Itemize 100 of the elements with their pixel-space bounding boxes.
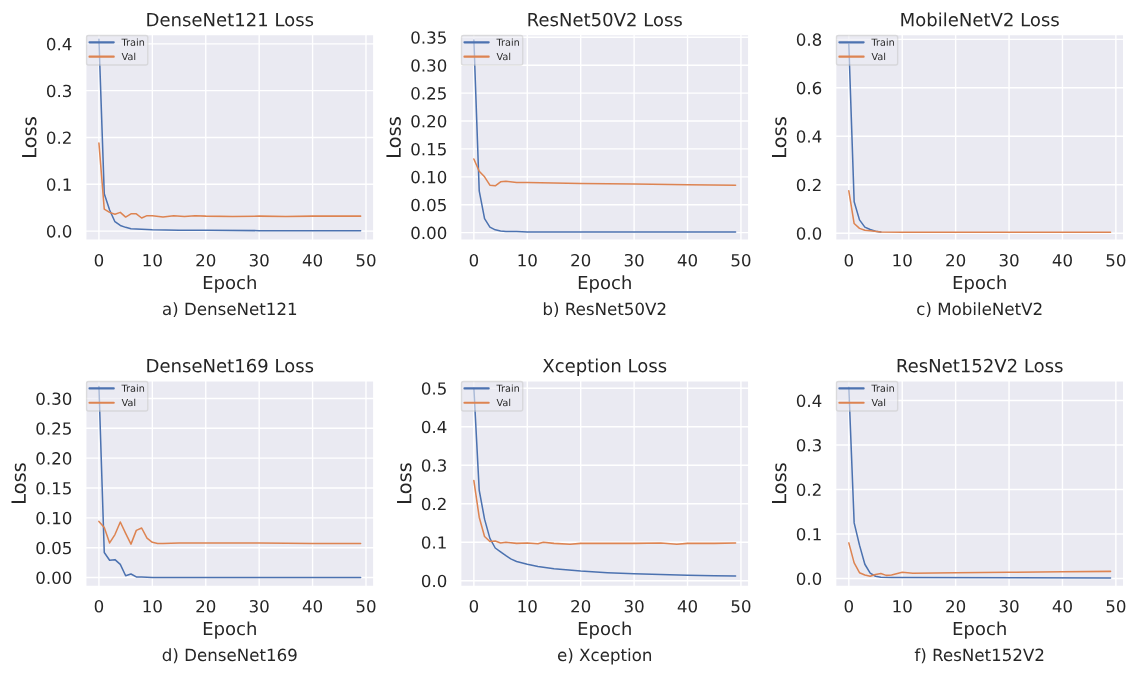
x-tick-label: 30 (249, 253, 269, 267)
y-tick-label: 0.4 (796, 394, 822, 408)
y-tick-label: 0.00 (36, 571, 72, 585)
y-tick-label: 0.2 (796, 178, 821, 192)
x-axis-title: Epoch (203, 275, 256, 293)
x-tick-label: 40 (302, 253, 323, 267)
chart-title: Xception Loss (542, 358, 667, 376)
x-tick-label: 40 (1052, 253, 1072, 267)
legend-label: Val (871, 52, 886, 61)
y-tick-label: 0.25 (36, 422, 71, 435)
x-axis-title: Epoch (578, 621, 631, 639)
text: e) Xception (557, 648, 652, 665)
line-series (98, 520, 362, 545)
y-tick-label: 0.15 (411, 142, 446, 156)
x-tick-label: 10 (893, 599, 912, 613)
x-tick-label: 40 (677, 599, 698, 613)
x-axis-title: Epoch (953, 621, 1006, 639)
x-tick-label: 10 (518, 599, 537, 613)
x-tick-label: 20 (946, 253, 966, 267)
y-tick-label: 0.1 (796, 527, 821, 541)
x-tick-label: 0 (844, 253, 854, 267)
x-tick-label: 10 (143, 253, 162, 267)
x-tick-label: 50 (731, 599, 751, 613)
chart-title: ResNet50V2 Loss (528, 12, 682, 27)
y-tick-label: 0.4 (46, 37, 72, 51)
text: c) MobileNetV2 (917, 302, 1042, 318)
x-tick-label: 30 (999, 599, 1019, 613)
legend-label: Val (121, 398, 136, 407)
line-series (848, 542, 1112, 578)
y-tick-label: 0.8 (796, 33, 822, 46)
y-tick-label: 0.15 (36, 481, 71, 495)
legend-label: Val (121, 52, 136, 61)
legend-label: Val (496, 52, 511, 61)
legend-label: Train (121, 384, 145, 392)
legend-label: Train (871, 38, 894, 46)
x-tick-label: 50 (731, 253, 751, 267)
x-tick-label: 50 (1106, 253, 1126, 267)
y-tick-label: 0.30 (36, 392, 72, 406)
y-tick-label: 0.4 (796, 130, 822, 143)
line-series (98, 142, 362, 219)
chart-title: DenseNet121 Loss (147, 12, 314, 27)
y-tick-label: 0.2 (46, 131, 71, 145)
y-axis-title: Loss (771, 117, 787, 157)
y-axis-title: Loss (397, 463, 412, 503)
y-tick-label: 0.25 (411, 87, 446, 100)
y-axis-title: Loss (11, 463, 26, 503)
y-tick-label: 0.35 (411, 31, 446, 44)
y-tick-label: 0.1 (421, 536, 446, 549)
x-tick-label: 20 (946, 599, 966, 613)
y-tick-label: 0.0 (46, 225, 72, 238)
y-tick-label: 0.30 (411, 59, 447, 72)
text: f) ResNet152V2 (914, 648, 1044, 664)
x-tick-label: 0 (844, 599, 854, 613)
legend-label: Train (496, 38, 519, 46)
text: d) DenseNet169 (162, 648, 297, 664)
y-tick-label: 0.2 (796, 483, 821, 497)
line-series (848, 190, 1112, 233)
y-tick-label: 0.3 (796, 439, 821, 452)
x-tick-label: 50 (1106, 599, 1126, 613)
text: b) ResNet50V2 (543, 302, 666, 318)
y-tick-label: 0.0 (796, 572, 822, 586)
chart-title: MobileNetV2 Loss (901, 12, 1059, 27)
y-tick-label: 0.10 (411, 170, 447, 184)
y-tick-label: 0.10 (36, 511, 72, 525)
x-tick-label: 40 (677, 253, 698, 267)
x-axis-title: Epoch (203, 621, 256, 639)
chart-title: DenseNet169 Loss (147, 358, 314, 373)
y-axis-title: Loss (386, 117, 401, 157)
x-tick-label: 10 (893, 253, 912, 267)
x-tick-label: 0 (469, 599, 479, 613)
legend-label: Val (871, 398, 886, 407)
x-tick-label: 20 (571, 599, 591, 613)
x-tick-label: 10 (518, 253, 537, 267)
line-series (473, 479, 737, 545)
x-tick-label: 0 (94, 253, 104, 267)
x-tick-label: 40 (302, 599, 323, 613)
legend-label: Train (871, 384, 894, 392)
y-tick-label: 0.00 (411, 226, 447, 240)
x-tick-label: 30 (624, 253, 644, 267)
y-tick-label: 0.20 (36, 452, 72, 465)
y-tick-label: 0.0 (796, 227, 822, 240)
y-tick-label: 0.3 (46, 84, 72, 98)
x-tick-label: 50 (356, 253, 376, 267)
y-axis-title: Loss (22, 117, 37, 157)
x-axis-title: Epoch (578, 275, 631, 293)
y-tick-label: 0.20 (411, 114, 447, 128)
chart-title: ResNet152V2 Loss (897, 358, 1063, 373)
y-tick-label: 0.6 (796, 81, 822, 95)
x-tick-label: 40 (1052, 599, 1072, 613)
x-tick-label: 30 (624, 599, 644, 613)
x-tick-label: 30 (249, 599, 269, 613)
x-tick-label: 50 (356, 599, 376, 613)
x-tick-label: 0 (469, 253, 479, 267)
y-tick-label: 0.1 (46, 178, 71, 191)
y-tick-label: 0.3 (421, 459, 446, 472)
x-axis-title: Epoch (953, 275, 1006, 293)
text: a) DenseNet121 (162, 302, 297, 318)
x-tick-label: 20 (571, 253, 591, 267)
y-tick-label: 0.05 (36, 541, 71, 555)
legend-label: Train (496, 384, 519, 392)
